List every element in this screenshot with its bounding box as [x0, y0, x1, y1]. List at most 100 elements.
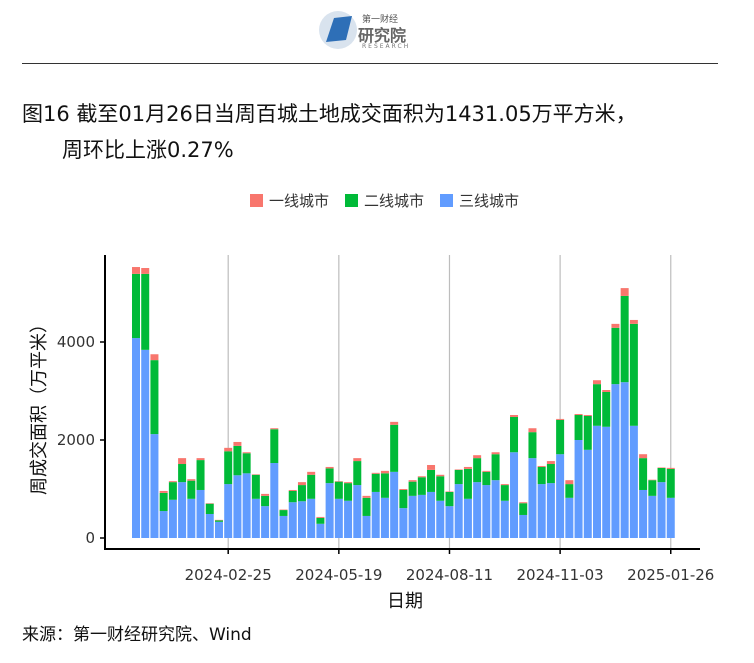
bar-segment	[214, 520, 223, 522]
bar-segment	[251, 474, 260, 475]
bar-segment	[574, 414, 583, 416]
x-tick-label: 2024-08-11	[406, 566, 493, 584]
bar-segment	[445, 491, 454, 507]
bar-segment	[242, 452, 251, 454]
bar-segment	[657, 467, 666, 483]
bar-segment	[159, 490, 168, 493]
bar-segment	[611, 384, 620, 538]
bar-segment	[408, 495, 417, 538]
bar-segment	[261, 506, 270, 538]
bar-segment	[436, 500, 445, 538]
bar-segment	[205, 513, 214, 538]
bar-segment	[150, 434, 159, 538]
bar-segment	[196, 458, 205, 461]
bar-segment	[334, 481, 343, 482]
bar-segment	[279, 510, 288, 516]
bar-segment	[436, 476, 445, 501]
bar-segment	[214, 519, 223, 521]
bar-segment	[510, 416, 519, 453]
bar-segment	[528, 428, 537, 433]
bar-segment	[380, 497, 389, 538]
source-note: 来源：第一财经研究院、Wind	[22, 625, 252, 645]
bar-segment	[519, 503, 528, 515]
bar-segment	[168, 481, 177, 483]
legend-label: 三线城市	[459, 192, 520, 210]
bar-segment	[491, 452, 500, 455]
bar-segment	[565, 497, 574, 538]
logo-text: 第一财经	[362, 15, 399, 25]
bar-segment	[132, 338, 140, 538]
bar-segment	[519, 502, 528, 504]
bar-segment	[574, 440, 583, 538]
bar-segment	[602, 391, 611, 427]
legend-item: 一线城市	[250, 190, 329, 211]
bar-segment	[473, 455, 482, 459]
bar-segment	[593, 425, 601, 538]
bar-segment	[297, 501, 306, 538]
bar-segment	[639, 458, 648, 490]
bar-segment	[371, 473, 380, 492]
bar-segment	[408, 480, 417, 482]
bar-segment	[371, 491, 380, 538]
bar-segment	[583, 449, 592, 538]
bar-segment	[362, 495, 371, 498]
bar-segment	[593, 380, 601, 385]
bar-segment	[399, 489, 408, 509]
bar-segment	[629, 425, 638, 538]
bar-segment	[390, 471, 399, 538]
bar-segment	[491, 480, 500, 538]
bar-segment	[288, 490, 297, 503]
bar-segment	[205, 503, 214, 514]
bar-segment	[648, 495, 657, 538]
bar-segment	[362, 497, 371, 516]
bar-segment	[279, 509, 288, 511]
bar-segment	[390, 424, 399, 472]
bar-segment	[251, 498, 260, 538]
bar-segment	[159, 492, 168, 512]
bar-segment	[602, 390, 611, 392]
bar-segment	[353, 485, 362, 538]
bar-segment	[454, 469, 463, 485]
bar-segment	[159, 511, 168, 538]
bar-segment	[639, 489, 648, 538]
bar-segment	[353, 461, 362, 486]
bar-segment	[390, 421, 399, 425]
bar-segment	[141, 273, 150, 350]
bar-segment	[463, 498, 472, 538]
figure-title: 图16 截至01月26日当周百城土地成交面积为1431.05万平方米，	[22, 102, 637, 126]
bar-segment	[362, 515, 371, 538]
bar-segment	[344, 500, 353, 538]
bar-segment	[205, 503, 214, 504]
bar-segment	[611, 323, 620, 328]
bar-segment	[445, 506, 454, 538]
bar-segment	[556, 418, 565, 420]
bar-segment	[316, 517, 325, 524]
bar-segment	[168, 482, 177, 500]
bar-segment	[427, 464, 436, 470]
bar-segment	[427, 491, 436, 538]
bar-segment	[224, 451, 233, 485]
bar-segment	[629, 319, 638, 324]
bar-segment	[270, 463, 279, 538]
legend-swatch	[250, 194, 263, 207]
bar-segment	[417, 477, 426, 495]
bar-segment	[288, 489, 297, 491]
bar-segment	[556, 454, 565, 538]
legend-label: 二线城市	[364, 192, 425, 210]
legend-item: 三线城市	[440, 190, 519, 211]
bar-segment	[666, 467, 675, 469]
bar-segment	[537, 466, 546, 485]
bar-segment	[187, 498, 196, 538]
bar-segment	[399, 508, 408, 538]
bar-segment	[261, 493, 270, 496]
bar-segment	[334, 498, 343, 538]
bar-segment	[602, 426, 611, 538]
bar-segment	[417, 476, 426, 478]
bar-segment	[611, 327, 620, 385]
legend-item: 二线城市	[345, 190, 424, 211]
legend-swatch	[440, 194, 454, 207]
bar-segment	[546, 464, 555, 484]
bar-segment	[528, 432, 537, 459]
bar-segment	[279, 515, 288, 538]
